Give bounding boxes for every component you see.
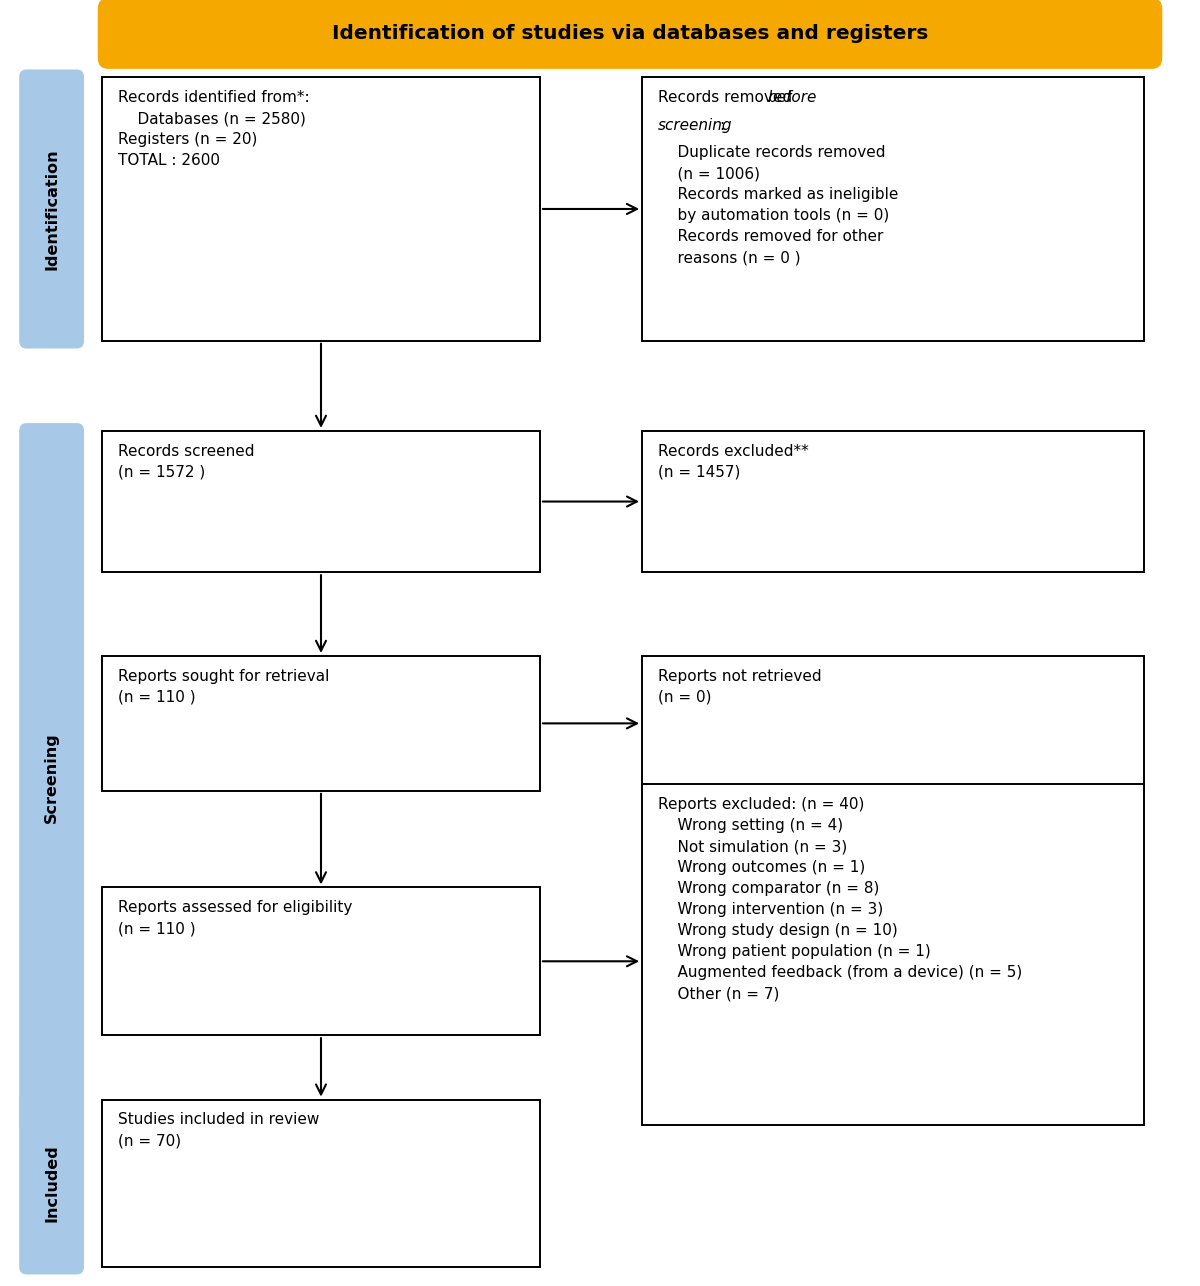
Bar: [102, 431, 540, 572]
Bar: [642, 431, 1144, 572]
Bar: [642, 77, 1144, 341]
FancyBboxPatch shape: [98, 0, 1162, 68]
Bar: [102, 77, 540, 341]
Text: Identification: Identification: [44, 148, 59, 270]
Text: Reports excluded: (n = 40)
    Wrong setting (n = 4)
    Not simulation (n = 3)
: Reports excluded: (n = 40) Wrong setting…: [658, 797, 1022, 1002]
Text: screening: screening: [658, 117, 732, 132]
Text: Duplicate records removed
    (n = 1006)
    Records marked as ineligible
    by: Duplicate records removed (n = 1006) Rec…: [658, 145, 898, 265]
Text: Records excluded**
(n = 1457): Records excluded** (n = 1457): [658, 444, 809, 480]
Text: Screening: Screening: [44, 733, 59, 823]
Text: Records identified from*:
    Databases (n = 2580)
Registers (n = 20)
TOTAL : 26: Records identified from*: Databases (n =…: [118, 90, 310, 168]
Bar: [642, 784, 1144, 1125]
Bar: [102, 887, 540, 1035]
Text: Identification of studies via databases and registers: Identification of studies via databases …: [332, 24, 928, 42]
FancyBboxPatch shape: [19, 423, 84, 1133]
Text: Reports assessed for eligibility
(n = 110 ): Reports assessed for eligibility (n = 11…: [118, 900, 352, 936]
Bar: [102, 656, 540, 791]
Bar: [102, 1100, 540, 1267]
Text: before: before: [768, 90, 817, 105]
Text: Included: Included: [44, 1145, 59, 1222]
Text: Records screened
(n = 1572 ): Records screened (n = 1572 ): [118, 444, 254, 480]
Bar: [642, 656, 1144, 791]
Text: Records removed: Records removed: [658, 90, 797, 105]
Text: Reports sought for retrieval
(n = 110 ): Reports sought for retrieval (n = 110 ): [118, 669, 329, 705]
FancyBboxPatch shape: [19, 69, 84, 349]
Text: Reports not retrieved
(n = 0): Reports not retrieved (n = 0): [658, 669, 821, 705]
FancyBboxPatch shape: [19, 1092, 84, 1274]
Text: :: :: [719, 117, 725, 132]
Text: Studies included in review
(n = 70): Studies included in review (n = 70): [118, 1112, 319, 1148]
